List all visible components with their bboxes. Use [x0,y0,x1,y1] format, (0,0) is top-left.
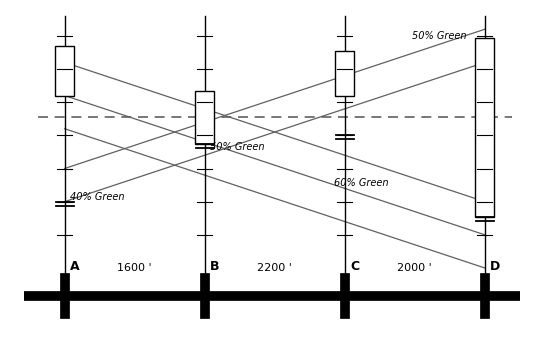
Bar [335,51,354,96]
Text: 2000 ': 2000 ' [397,263,432,273]
Text: 1600 ': 1600 ' [118,263,152,273]
Text: B: B [210,260,220,273]
Bar [195,91,214,144]
Bar [475,38,494,217]
Text: 50% Green: 50% Green [210,142,264,152]
Text: A: A [70,260,80,273]
Text: D: D [490,260,500,273]
Text: 50% Green: 50% Green [412,31,467,41]
Text: 40% Green: 40% Green [70,192,125,202]
Text: 60% Green: 60% Green [334,178,388,188]
Text: C: C [350,260,359,273]
Bar [55,46,75,96]
Text: 2200 ': 2200 ' [257,263,292,273]
